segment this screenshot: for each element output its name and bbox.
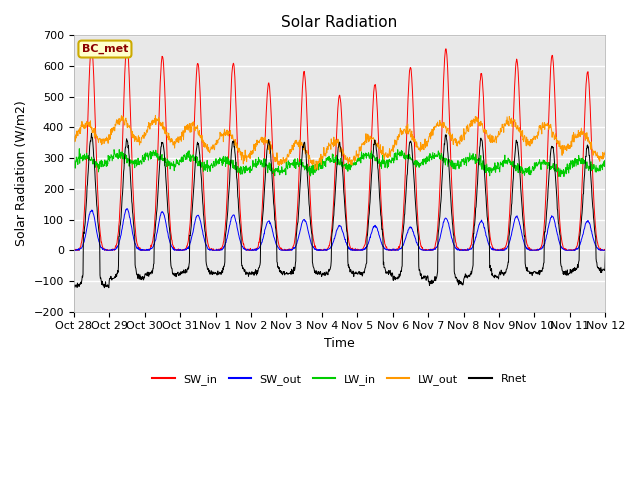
X-axis label: Time: Time [324, 337, 355, 350]
Text: BC_met: BC_met [82, 44, 128, 54]
Y-axis label: Solar Radiation (W/m2): Solar Radiation (W/m2) [15, 101, 28, 246]
Title: Solar Radiation: Solar Radiation [282, 15, 397, 30]
Legend: SW_in, SW_out, LW_in, LW_out, Rnet: SW_in, SW_out, LW_in, LW_out, Rnet [148, 369, 531, 389]
